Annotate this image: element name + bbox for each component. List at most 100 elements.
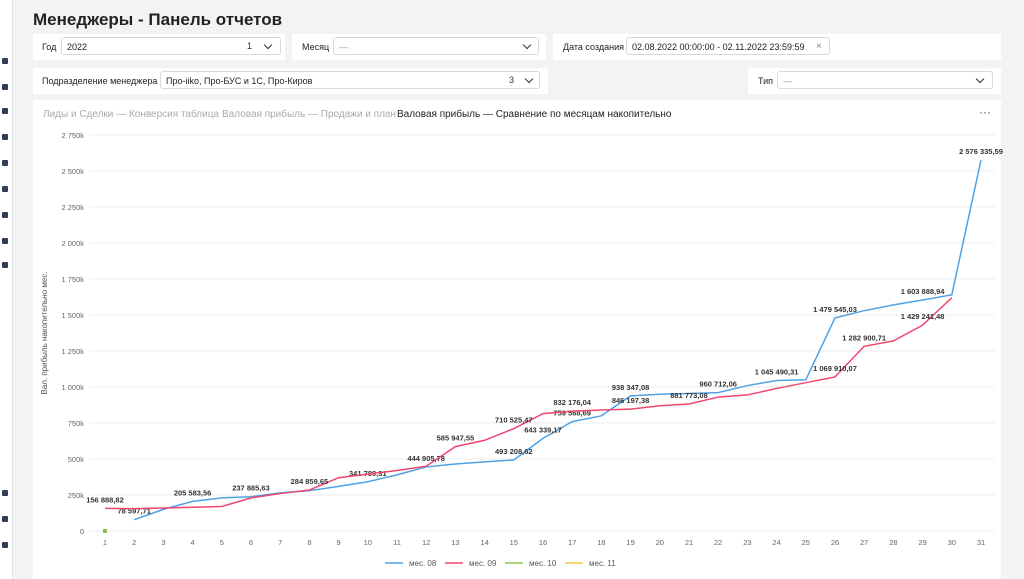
data-label: 643 339,17 — [524, 425, 562, 434]
x-tick-label: 31 — [977, 538, 985, 547]
y-tick-label: 2 500k — [61, 167, 84, 176]
data-label: 156 888,82 — [86, 495, 124, 504]
select-value: 2022 — [67, 42, 88, 52]
legend-label: мес. 08 — [409, 559, 437, 568]
data-label: 759 568,69 — [553, 409, 591, 418]
x-tick-label: 6 — [249, 538, 253, 547]
data-label: 1 479 545,03 — [813, 305, 857, 314]
filter-label: Дата создания — [563, 42, 624, 52]
data-label: 78 597,71 — [118, 507, 151, 516]
nav-icon[interactable] — [2, 516, 8, 522]
y-tick-label: 2 750k — [61, 131, 84, 140]
y-tick-label: 0 — [80, 527, 84, 536]
data-label: 1 045 490,31 — [755, 367, 799, 376]
select[interactable]: — — [777, 71, 993, 89]
nav-icon[interactable] — [2, 212, 8, 218]
x-tick-label: 17 — [568, 538, 576, 547]
tab[interactable]: Лиды и Сделки — Конверсия таблица — [43, 109, 219, 120]
filter-year: Год 2022 1 — [33, 34, 285, 60]
series-line — [133, 159, 982, 521]
x-tick-label: 21 — [685, 538, 693, 547]
x-tick-label: 18 — [597, 538, 605, 547]
x-tick-label: 16 — [539, 538, 547, 547]
nav-icon[interactable] — [2, 134, 8, 140]
more-menu[interactable]: ··· — [979, 105, 991, 119]
select-value: — — [339, 42, 348, 52]
select[interactable]: 2022 — [61, 37, 281, 55]
y-tick-label: 500k — [68, 455, 85, 464]
data-label: 1 603 888,94 — [901, 287, 946, 296]
data-label: 341 789,31 — [349, 469, 387, 478]
select[interactable]: Про-iiko, Про-БУС и 1С, Про-Киров — [160, 71, 540, 89]
x-tick-label: 1 — [103, 538, 107, 547]
data-label: 1 282 900,71 — [842, 333, 886, 342]
nav-icon[interactable] — [2, 160, 8, 166]
x-tick-label: 19 — [626, 538, 634, 547]
select-value: Про-iiko, Про-БУС и 1С, Про-Киров — [166, 76, 313, 86]
y-tick-label: 750k — [68, 419, 85, 428]
count-badge: 1 — [247, 41, 253, 51]
filter-label: Тип — [758, 76, 774, 86]
x-tick-label: 24 — [772, 538, 780, 547]
nav-icon[interactable] — [2, 542, 8, 548]
x-tick-label: 15 — [510, 538, 518, 547]
x-tick-label: 7 — [278, 538, 282, 547]
x-tick-label: 13 — [451, 538, 459, 547]
x-tick-label: 9 — [337, 538, 341, 547]
y-tick-label: 1 250k — [61, 347, 84, 356]
tab[interactable]: Валовая прибыль — Продажи и план — [222, 109, 397, 120]
filter-label: Подразделение менеджера — [42, 76, 158, 86]
nav-icon[interactable] — [2, 84, 8, 90]
filter-month: Месяц — — [292, 34, 546, 60]
data-label: 444 905,78 — [407, 454, 445, 463]
x-tick-label: 8 — [307, 538, 311, 547]
filter-label: Год — [42, 42, 57, 52]
x-tick-label: 28 — [889, 538, 897, 547]
nav-icon[interactable] — [2, 58, 8, 64]
tab-active[interactable]: Валовая прибыль — Сравнение по месяцам н… — [397, 109, 672, 120]
data-label: 1 069 910,07 — [813, 364, 857, 373]
data-label: 2 576 335,59 — [959, 147, 1003, 156]
x-tick-label: 10 — [364, 538, 372, 547]
filter-label: Месяц — [302, 42, 330, 52]
clear-button[interactable]: × — [816, 41, 822, 52]
nav-icon[interactable] — [2, 262, 8, 268]
data-label: 237 885,63 — [232, 484, 270, 493]
x-tick-label: 22 — [714, 538, 722, 547]
count-badge: 3 — [509, 75, 515, 85]
x-tick-label: 3 — [161, 538, 165, 547]
x-tick-label: 25 — [802, 538, 810, 547]
nav-icon[interactable] — [2, 186, 8, 192]
data-label: 846 197,38 — [612, 396, 650, 405]
data-label: 205 583,56 — [174, 488, 212, 497]
data-label: 585 947,55 — [437, 434, 475, 443]
nav-icon[interactable] — [2, 238, 8, 244]
data-label: 881 773,08 — [670, 391, 708, 400]
x-tick-label: 26 — [831, 538, 839, 547]
y-tick-label: 2 000k — [61, 239, 84, 248]
select[interactable]: — — [333, 37, 539, 55]
data-label: 938 347,08 — [612, 383, 650, 392]
data-label: 960 712,06 — [699, 380, 737, 389]
y-tick-label: 1 750k — [61, 275, 84, 284]
x-tick-label: 4 — [191, 538, 195, 547]
nav-icon[interactable] — [2, 490, 8, 496]
y-tick-label: 1 000k — [61, 383, 84, 392]
x-tick-label: 20 — [656, 538, 664, 547]
filter-type: Тип — — [748, 68, 1001, 94]
x-tick-label: 14 — [480, 538, 488, 547]
x-tick-label: 11 — [393, 538, 401, 547]
y-tick-label: 1 500k — [61, 311, 84, 320]
date-range[interactable]: 02.08.2022 00:00:00 - 02.11.2022 23:59:5… — [626, 37, 830, 55]
data-label: 284 859,65 — [291, 477, 329, 486]
legend-label: мес. 11 — [589, 559, 616, 568]
x-tick-label: 5 — [220, 538, 224, 547]
sidebar — [0, 0, 13, 579]
data-label: 832 176,04 — [553, 398, 591, 407]
x-tick-label: 29 — [918, 538, 926, 547]
data-label: 493 208,62 — [495, 447, 533, 456]
nav-icon[interactable] — [2, 108, 8, 114]
series-line — [104, 297, 953, 510]
